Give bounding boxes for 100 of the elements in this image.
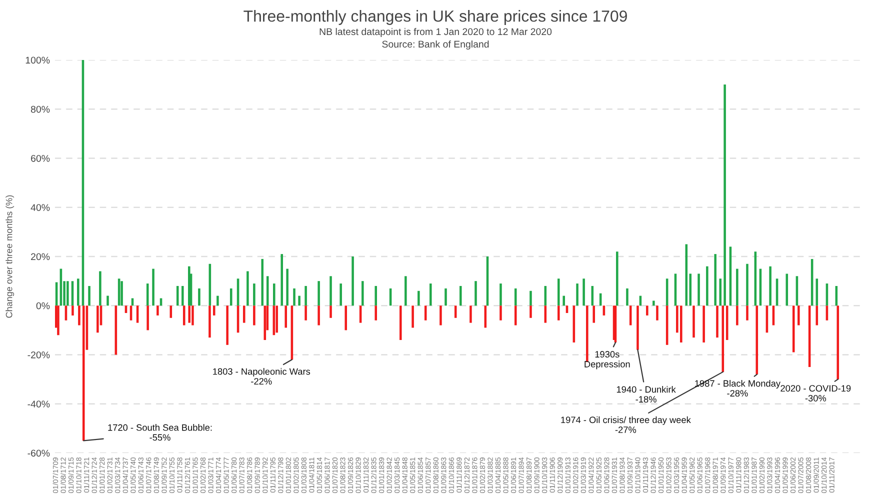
bar	[344, 306, 348, 330]
bar	[424, 306, 427, 320]
bar	[66, 281, 69, 306]
bar	[500, 306, 502, 320]
bar	[798, 306, 800, 326]
bar	[208, 306, 211, 338]
bar	[602, 306, 606, 316]
bar	[64, 306, 68, 320]
bar	[212, 306, 216, 316]
bar	[146, 306, 149, 330]
bar	[340, 284, 342, 306]
bar	[136, 306, 139, 323]
bar	[266, 276, 269, 306]
bar	[769, 266, 772, 306]
bar	[514, 306, 517, 326]
bar	[680, 306, 682, 342]
bar	[330, 306, 332, 318]
bar	[586, 306, 588, 362]
annotation: 1940 - Dunkirk -18%	[616, 386, 676, 403]
bar	[57, 306, 60, 336]
bar	[719, 278, 722, 306]
bar	[474, 281, 477, 306]
bar	[130, 306, 132, 320]
chart-title: Three-monthly changes in UK share prices since 1709	[244, 10, 627, 25]
annotation: 1930s Depression	[584, 351, 630, 370]
bar	[692, 306, 695, 338]
bar	[276, 306, 278, 333]
bar	[656, 306, 658, 320]
bar	[706, 266, 708, 306]
bar	[544, 306, 547, 323]
bar	[272, 284, 276, 306]
y-tick-label: 100%	[26, 56, 50, 64]
bar	[714, 254, 716, 306]
y-tick-label: 20%	[31, 253, 50, 260]
bar	[77, 278, 80, 306]
bar	[514, 288, 517, 306]
source-note: Source: Bank of England	[382, 40, 489, 50]
bar	[557, 306, 560, 320]
bar	[230, 288, 232, 306]
bar	[359, 306, 362, 323]
bar	[226, 306, 228, 345]
annotation: 1974 - Oil crisis/ three day week -27%	[561, 416, 691, 433]
bar	[530, 306, 532, 318]
bar	[284, 306, 288, 328]
bar	[99, 271, 102, 306]
bar	[562, 296, 565, 306]
bar	[152, 268, 154, 306]
bar	[636, 306, 639, 350]
bar	[440, 306, 442, 326]
bar	[582, 278, 585, 306]
bar	[592, 306, 596, 323]
y-tick-label: 60%	[31, 154, 50, 162]
bar	[736, 268, 738, 306]
bar	[124, 306, 128, 313]
bar	[286, 268, 288, 306]
bar	[280, 254, 284, 306]
bar	[253, 284, 256, 306]
annotation: 1803 - Napoleonic Wars -22%	[213, 368, 310, 385]
bar	[716, 306, 718, 338]
y-axis-title: Change over three months (%)	[6, 195, 14, 318]
bar	[470, 306, 472, 323]
bar	[836, 306, 840, 380]
bar	[106, 296, 109, 306]
bar	[188, 266, 190, 306]
bar	[304, 306, 307, 320]
bar	[652, 300, 655, 306]
bar	[826, 306, 828, 320]
bar	[374, 306, 378, 320]
bar	[746, 306, 748, 320]
bar	[429, 284, 432, 306]
y-tick-label: -60%	[28, 450, 50, 457]
bar	[78, 306, 80, 326]
bar	[246, 271, 249, 306]
bar	[557, 278, 560, 306]
bar	[746, 264, 748, 306]
bar	[646, 306, 648, 316]
bar	[362, 281, 364, 306]
bar	[626, 288, 628, 306]
bar	[724, 84, 726, 306]
bar	[374, 286, 378, 306]
bar	[530, 290, 532, 306]
bar	[156, 306, 159, 316]
bar	[444, 288, 447, 306]
bar	[198, 288, 200, 306]
bar	[418, 290, 420, 306]
bar	[352, 256, 354, 306]
bar	[261, 258, 264, 306]
bar	[500, 284, 502, 306]
bar	[330, 276, 332, 306]
bar	[736, 306, 738, 326]
bar	[404, 276, 407, 306]
bar	[242, 306, 246, 323]
annotation: 2020 - COVID-19 -30%	[780, 385, 851, 402]
bar	[702, 306, 705, 342]
bar	[253, 306, 256, 326]
bar	[120, 281, 123, 306]
bar	[182, 286, 184, 306]
bar	[318, 281, 320, 306]
bar	[88, 286, 90, 306]
y-tick-label: 40%	[30, 204, 50, 211]
